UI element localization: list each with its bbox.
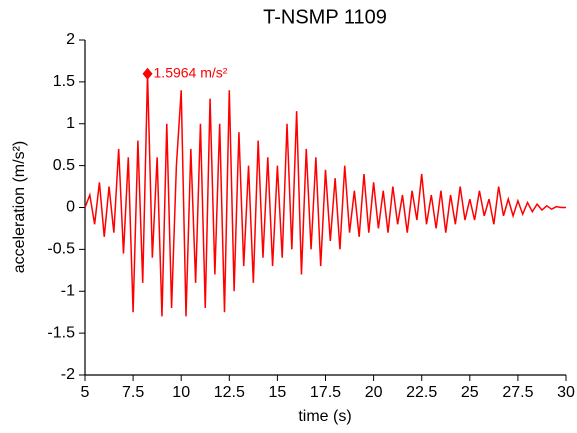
y-tick-label: 2 — [66, 31, 75, 48]
x-tick-label: 30 — [557, 384, 575, 401]
x-tick-label: 15 — [269, 384, 287, 401]
x-tick-label: 27.5 — [502, 384, 533, 401]
x-tick-label: 12.5 — [214, 384, 245, 401]
y-tick-label: -1 — [61, 282, 75, 299]
x-tick-label: 25 — [461, 384, 479, 401]
x-tick-label: 22.5 — [406, 384, 437, 401]
y-tick-label: -1.5 — [47, 324, 75, 341]
x-tick-label: 5 — [81, 384, 90, 401]
chart-title: T-NSMP 1109 — [263, 6, 387, 28]
annotation-marker — [142, 67, 153, 80]
y-tick-label: 0 — [66, 199, 75, 216]
x-tick-label: 10 — [172, 384, 190, 401]
y-tick-label: 0.5 — [53, 157, 75, 174]
y-tick-label: -2 — [61, 366, 75, 383]
y-tick-label: 1.5 — [53, 73, 75, 90]
y-tick-label: 1 — [66, 115, 75, 132]
x-tick-label: 7.5 — [122, 384, 144, 401]
x-tick-label: 20 — [365, 384, 383, 401]
y-axis-label: acceleration (m/s²) — [11, 141, 28, 273]
y-tick-label: -0.5 — [47, 241, 75, 258]
data-line — [84, 73, 566, 317]
x-axis-label: time (s) — [298, 408, 351, 425]
x-tick-label: 17.5 — [310, 384, 341, 401]
annotation-label: 1.5964 m/s² — [154, 65, 228, 81]
